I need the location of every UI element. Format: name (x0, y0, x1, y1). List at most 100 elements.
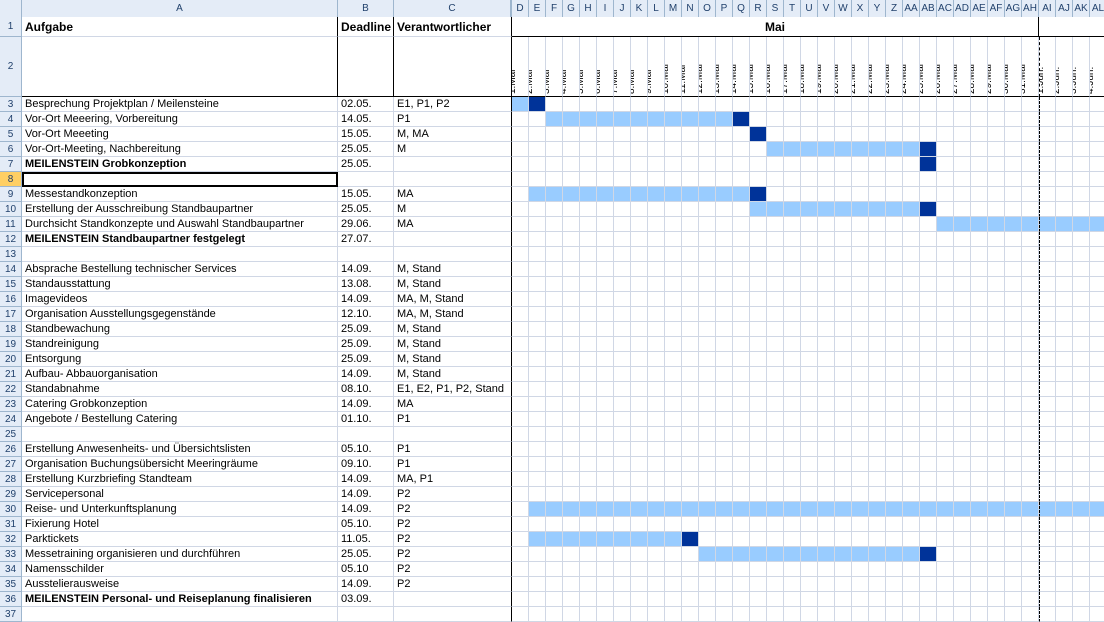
gantt-cell-6-33[interactable] (1073, 142, 1090, 157)
gantt-cell-34-6[interactable] (614, 562, 631, 577)
gantt-cell-23-26[interactable] (954, 397, 971, 412)
gantt-cell-9-3[interactable] (563, 187, 580, 202)
gantt-cell-32-19[interactable] (835, 532, 852, 547)
gantt-cell-35-21[interactable] (869, 577, 886, 592)
gantt-cell-14-14[interactable] (750, 262, 767, 277)
gantt-cell-3-19[interactable] (835, 97, 852, 112)
gantt-cell-9-9[interactable] (665, 187, 682, 202)
gantt-cell-3-0[interactable] (512, 97, 529, 112)
gantt-cell-25-18[interactable] (818, 427, 835, 442)
date-hdr-0[interactable]: 1.Mai (512, 37, 529, 97)
gantt-cell-6-1[interactable] (529, 142, 546, 157)
gantt-cell-36-27[interactable] (971, 592, 988, 607)
gantt-cell-8-22[interactable] (886, 172, 903, 187)
gantt-cell-25-17[interactable] (801, 427, 818, 442)
gantt-cell-8-13[interactable] (733, 172, 750, 187)
gantt-cell-12-7[interactable] (631, 232, 648, 247)
gantt-cell-5-6[interactable] (614, 127, 631, 142)
gantt-cell-17-12[interactable] (716, 307, 733, 322)
gantt-cell-17-8[interactable] (648, 307, 665, 322)
gantt-cell-18-22[interactable] (886, 322, 903, 337)
gantt-cell-18-0[interactable] (512, 322, 529, 337)
gantt-cell-11-25[interactable] (937, 217, 954, 232)
gantt-cell-33-34[interactable] (1090, 547, 1104, 562)
gantt-cell-21-15[interactable] (767, 367, 784, 382)
gantt-cell-31-16[interactable] (784, 517, 801, 532)
gantt-cell-30-31[interactable] (1039, 502, 1056, 517)
gantt-cell-14-19[interactable] (835, 262, 852, 277)
gantt-cell-29-27[interactable] (971, 487, 988, 502)
gantt-cell-15-22[interactable] (886, 277, 903, 292)
gantt-cell-7-13[interactable] (733, 157, 750, 172)
cell-aufgabe-7[interactable]: MEILENSTEIN Grobkonzeption (22, 157, 338, 172)
col-hdr-W[interactable]: W (835, 0, 852, 17)
gantt-cell-35-34[interactable] (1090, 577, 1104, 592)
col-hdr-T[interactable]: T (784, 0, 801, 17)
gantt-cell-4-16[interactable] (784, 112, 801, 127)
gantt-cell-14-34[interactable] (1090, 262, 1104, 277)
gantt-cell-29-33[interactable] (1073, 487, 1090, 502)
gantt-cell-25-15[interactable] (767, 427, 784, 442)
row-hdr-28[interactable]: 28 (0, 472, 22, 487)
gantt-cell-4-22[interactable] (886, 112, 903, 127)
gantt-cell-36-4[interactable] (580, 592, 597, 607)
gantt-cell-29-11[interactable] (699, 487, 716, 502)
gantt-cell-29-4[interactable] (580, 487, 597, 502)
gantt-cell-5-14[interactable] (750, 127, 767, 142)
cell-deadline-32[interactable]: 11.05. (338, 532, 394, 547)
gantt-cell-5-28[interactable] (988, 127, 1005, 142)
gantt-cell-8-7[interactable] (631, 172, 648, 187)
col-hdr-P[interactable]: P (716, 0, 733, 17)
gantt-cell-36-26[interactable] (954, 592, 971, 607)
gantt-cell-3-28[interactable] (988, 97, 1005, 112)
gantt-cell-34-19[interactable] (835, 562, 852, 577)
gantt-cell-32-0[interactable] (512, 532, 529, 547)
gantt-cell-25-28[interactable] (988, 427, 1005, 442)
gantt-cell-30-15[interactable] (767, 502, 784, 517)
gantt-cell-22-20[interactable] (852, 382, 869, 397)
gantt-cell-31-14[interactable] (750, 517, 767, 532)
gantt-cell-30-5[interactable] (597, 502, 614, 517)
gantt-cell-33-18[interactable] (818, 547, 835, 562)
gantt-cell-27-12[interactable] (716, 457, 733, 472)
gantt-cell-15-29[interactable] (1005, 277, 1022, 292)
gantt-cell-17-29[interactable] (1005, 307, 1022, 322)
gantt-cell-26-13[interactable] (733, 442, 750, 457)
gantt-cell-35-32[interactable] (1056, 577, 1073, 592)
row-hdr-12[interactable]: 12 (0, 232, 22, 247)
cell-aufgabe-23[interactable]: Catering Grobkonzeption (22, 397, 338, 412)
col-hdr-I[interactable]: I (597, 0, 614, 17)
gantt-cell-26-12[interactable] (716, 442, 733, 457)
gantt-cell-4-25[interactable] (937, 112, 954, 127)
cell-deadline-26[interactable]: 05.10. (338, 442, 394, 457)
gantt-cell-29-23[interactable] (903, 487, 920, 502)
gantt-cell-37-22[interactable] (886, 607, 903, 622)
gantt-cell-22-24[interactable] (920, 382, 937, 397)
gantt-cell-20-3[interactable] (563, 352, 580, 367)
gantt-cell-8-24[interactable] (920, 172, 937, 187)
gantt-cell-5-27[interactable] (971, 127, 988, 142)
gantt-cell-15-1[interactable] (529, 277, 546, 292)
cell-deadline-29[interactable]: 14.09. (338, 487, 394, 502)
gantt-cell-28-21[interactable] (869, 472, 886, 487)
gantt-cell-36-25[interactable] (937, 592, 954, 607)
gantt-cell-19-0[interactable] (512, 337, 529, 352)
gantt-cell-36-15[interactable] (767, 592, 784, 607)
gantt-cell-9-1[interactable] (529, 187, 546, 202)
gantt-cell-34-29[interactable] (1005, 562, 1022, 577)
cell-aufgabe-12[interactable]: MEILENSTEIN Standbaupartner festgelegt (22, 232, 338, 247)
gantt-cell-24-16[interactable] (784, 412, 801, 427)
gantt-cell-14-7[interactable] (631, 262, 648, 277)
gantt-cell-10-19[interactable] (835, 202, 852, 217)
gantt-cell-30-21[interactable] (869, 502, 886, 517)
gantt-cell-22-13[interactable] (733, 382, 750, 397)
gantt-cell-22-18[interactable] (818, 382, 835, 397)
gantt-cell-21-27[interactable] (971, 367, 988, 382)
gantt-cell-22-1[interactable] (529, 382, 546, 397)
gantt-cell-32-2[interactable] (546, 532, 563, 547)
gantt-cell-10-3[interactable] (563, 202, 580, 217)
row-hdr-27[interactable]: 27 (0, 457, 22, 472)
gantt-cell-26-15[interactable] (767, 442, 784, 457)
gantt-cell-22-8[interactable] (648, 382, 665, 397)
gantt-cell-25-2[interactable] (546, 427, 563, 442)
